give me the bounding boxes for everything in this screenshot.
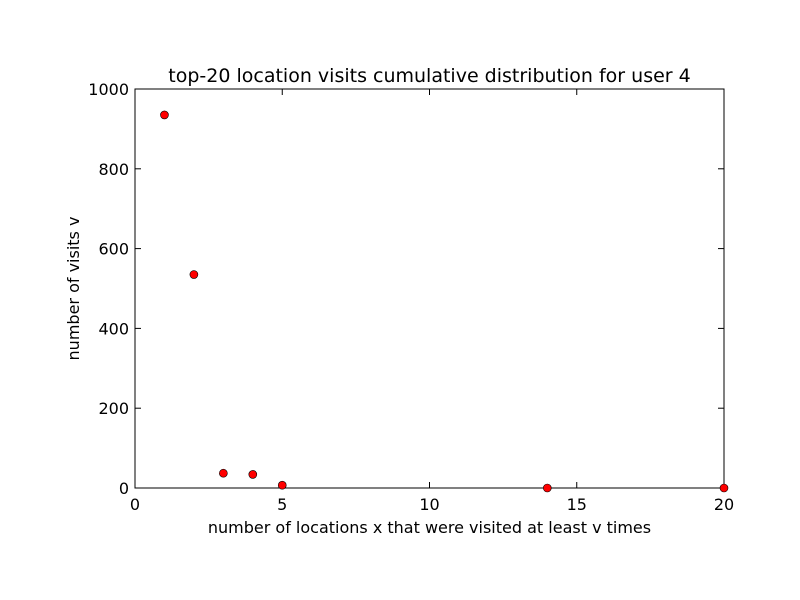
data-point bbox=[189, 270, 199, 279]
data-point bbox=[219, 468, 228, 478]
x-tick-label: 10 bbox=[419, 495, 439, 514]
y-tick-label: 1000 bbox=[88, 80, 129, 99]
y-tick-label: 600 bbox=[98, 240, 129, 259]
x-tick-label: 5 bbox=[277, 495, 287, 514]
x-tick-label: 15 bbox=[567, 495, 587, 514]
data-point bbox=[719, 483, 729, 493]
data-points bbox=[160, 110, 729, 493]
y-axis-ticks: 0 200 400 600 800 1000 bbox=[88, 80, 724, 498]
y-axis-label: number of visits v bbox=[64, 217, 83, 361]
x-tick-label: 20 bbox=[714, 495, 734, 514]
y-tick-label: 800 bbox=[98, 160, 129, 179]
data-point bbox=[160, 110, 169, 120]
data-point bbox=[248, 470, 258, 479]
x-axis-label: number of locations x that were visited … bbox=[208, 518, 651, 537]
chart-title: top-20 location visits cumulative distri… bbox=[168, 65, 690, 87]
y-tick-label: 200 bbox=[98, 399, 129, 418]
x-axis-ticks: 0 5 10 15 20 bbox=[130, 89, 734, 514]
y-tick-label: 400 bbox=[98, 319, 129, 338]
y-tick-label: 0 bbox=[119, 479, 129, 498]
data-point bbox=[277, 480, 287, 490]
data-point bbox=[542, 483, 552, 493]
x-tick-label: 0 bbox=[130, 495, 140, 514]
